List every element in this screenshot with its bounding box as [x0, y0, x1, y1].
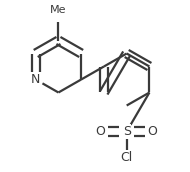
- Text: O: O: [148, 125, 158, 138]
- Text: S: S: [123, 125, 131, 138]
- Text: N: N: [31, 73, 40, 86]
- Text: Cl: Cl: [121, 151, 133, 164]
- Text: O: O: [96, 125, 106, 138]
- Text: Me: Me: [50, 4, 67, 14]
